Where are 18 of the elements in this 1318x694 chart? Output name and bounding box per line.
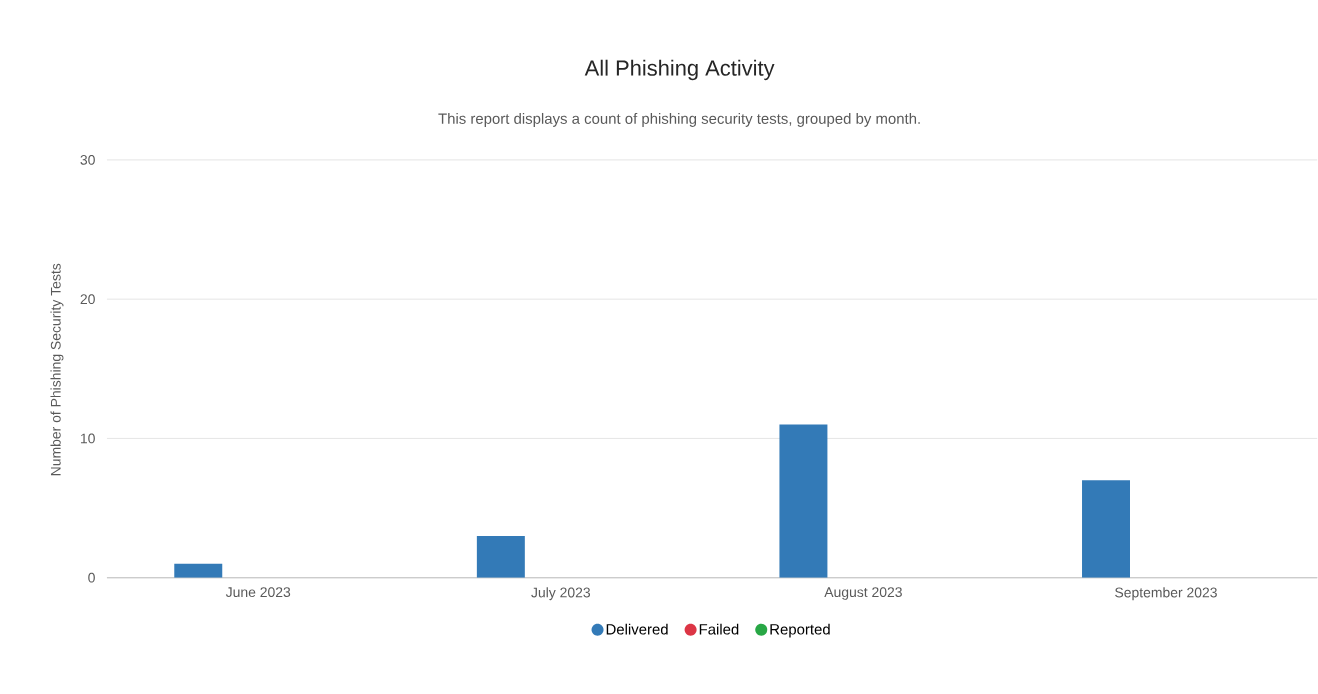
x-tick-label: August 2023: [824, 587, 902, 600]
x-tick-label: June 2023: [225, 587, 291, 598]
y-tick-label: 20: [80, 294, 95, 305]
legend-label: Failed: [699, 623, 739, 635]
bar: [174, 563, 223, 578]
y-tick-label: 30: [80, 155, 95, 166]
y-tick-label: 0: [88, 572, 95, 583]
chart-title: All Phishing Activity: [584, 59, 775, 81]
legend-label: Reported: [770, 623, 830, 638]
bar: [476, 536, 525, 578]
bar: [1082, 480, 1130, 578]
y-tick-label: 10: [80, 433, 95, 444]
bar: [779, 424, 828, 578]
y-axis-title: Number of Phishing Security Tests: [50, 263, 64, 476]
x-tick-label: September 2023: [1115, 587, 1217, 601]
chart-subtitle: This report displays a count of phishing security tests, grouped by month.: [438, 113, 920, 128]
x-tick-label: July 2023: [531, 587, 591, 601]
legend-label: Delivered: [606, 623, 668, 635]
